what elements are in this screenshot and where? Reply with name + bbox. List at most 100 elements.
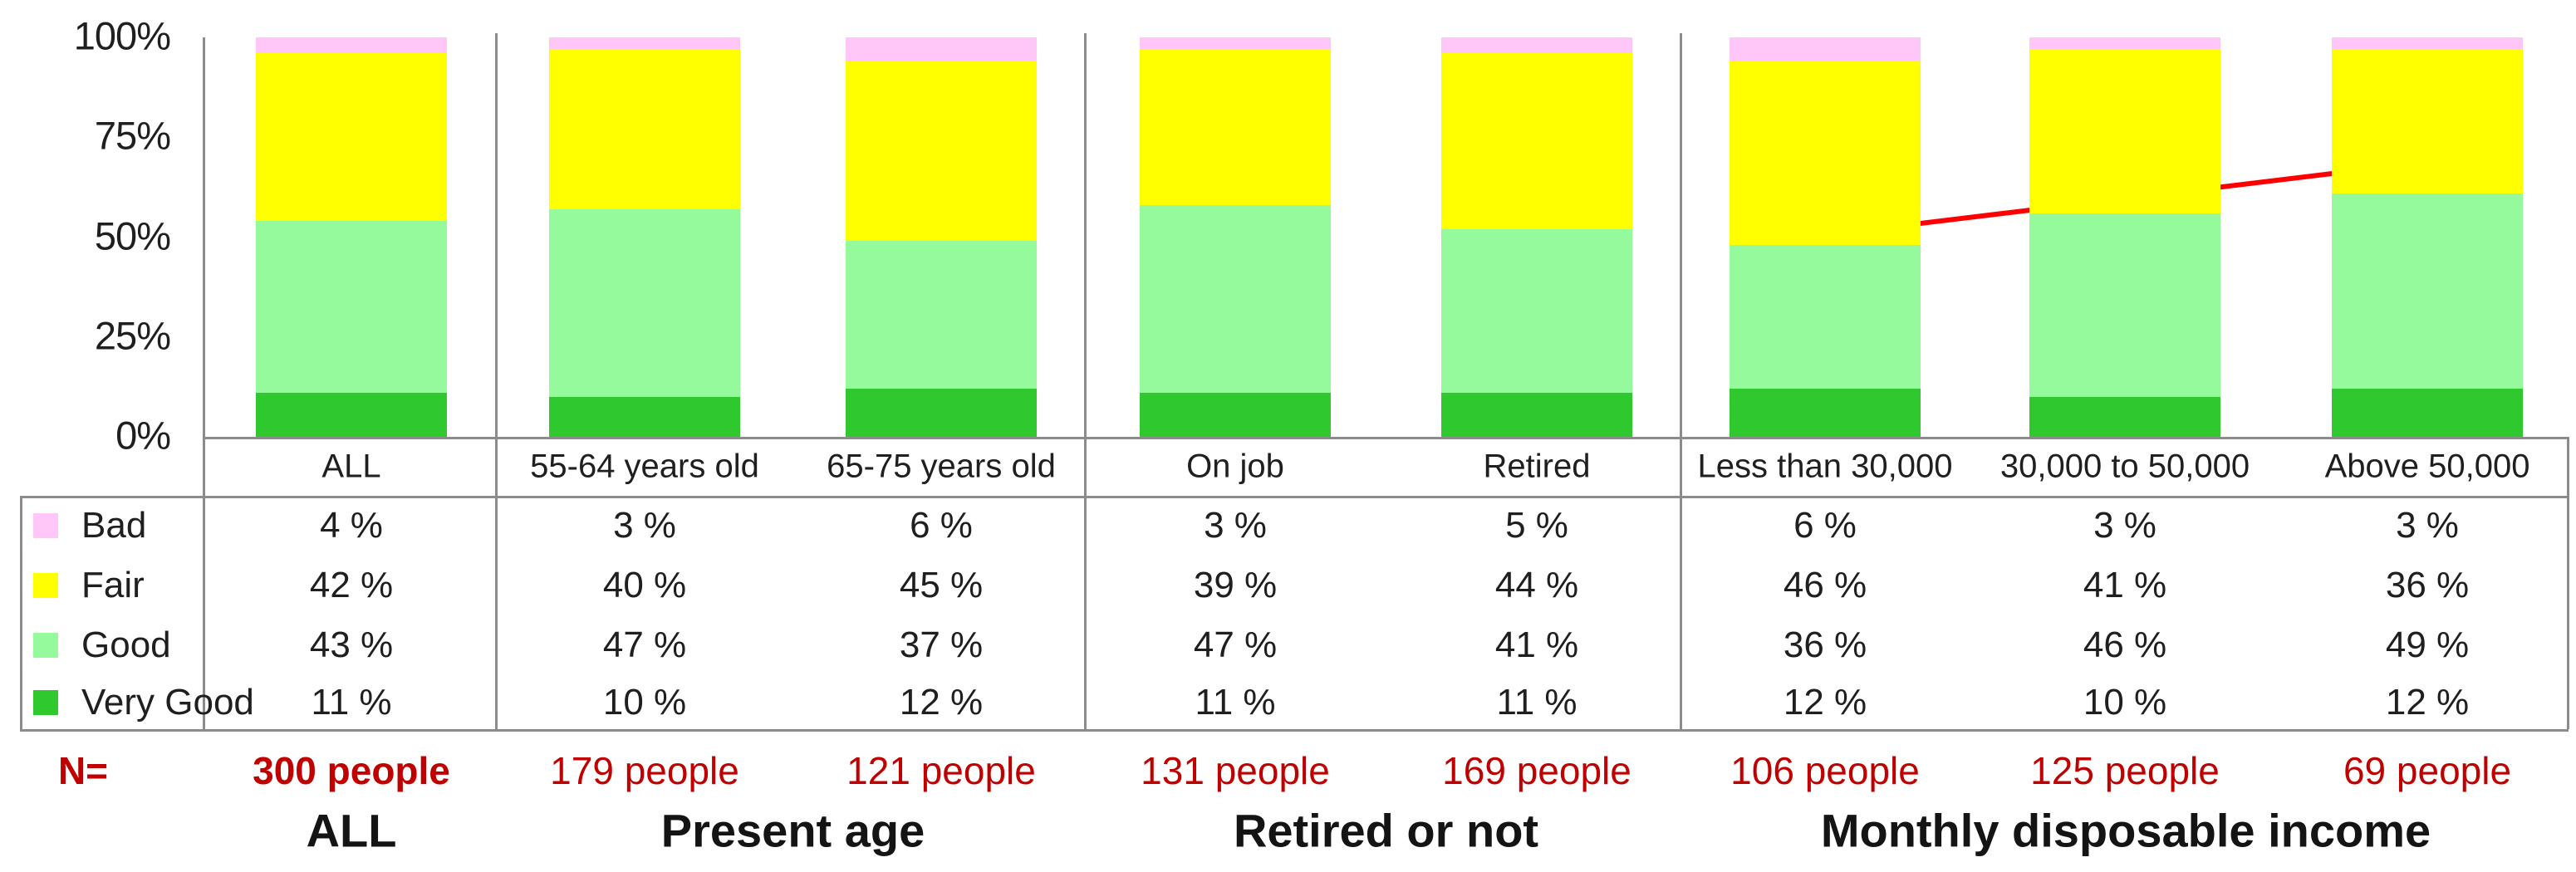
bar-segment-very-good-all [256, 393, 447, 437]
bar-segment-good-all [256, 221, 447, 394]
table-cell-very-good-65-75-years-old: 12 % [899, 682, 984, 723]
y-axis-tick-label: 0% [115, 413, 171, 458]
table-cell-good-retired: 41 % [1494, 625, 1579, 665]
bar-segment-good-65-75-years-old [846, 241, 1037, 389]
table-cell-very-good-less-than-30-000: 12 % [1783, 682, 1867, 723]
x-axis-baseline [203, 437, 2569, 439]
y-axis-line [203, 37, 205, 729]
bar-segment-very-good-less-than-30-000 [1730, 389, 1921, 437]
y-axis-tick-label: 75% [94, 113, 171, 158]
n-row-label: N= [57, 749, 109, 792]
bar-segment-fair-30-000-to-50-000 [2029, 49, 2220, 213]
column-header-retired: Retired [1483, 448, 1591, 485]
table-cell-good-55-64-years-old: 47 % [602, 625, 687, 665]
legend-swatch-very-good [33, 690, 58, 715]
bar-segment-very-good-65-75-years-old [846, 389, 1037, 437]
table-cell-very-good-55-64-years-old: 10 % [602, 682, 687, 723]
table-cell-good-above-50-000: 49 % [2385, 625, 2470, 665]
bar-segment-fair-55-64-years-old [549, 49, 740, 209]
table-cell-good-less-than-30-000: 36 % [1783, 625, 1867, 665]
bar-segment-bad-65-75-years-old [846, 37, 1037, 61]
n-row-value-65-75-years-old: 121 people [846, 749, 1036, 792]
bar-segment-very-good-55-64-years-old [549, 396, 740, 437]
bar-segment-good-less-than-30-000 [1730, 245, 1921, 389]
bar-segment-fair-above-50-000 [2332, 49, 2523, 194]
legend-label-fair: Fair [81, 565, 145, 605]
legend-label-bad: Bad [81, 505, 147, 546]
bar-segment-bad-less-than-30-000 [1730, 37, 1921, 61]
table-cell-fair-retired: 44 % [1494, 565, 1579, 605]
bar-segment-good-55-64-years-old [549, 208, 740, 397]
legend-swatch-good [33, 633, 58, 658]
table-cell-very-good-30-000-to-50-000: 10 % [2083, 682, 2167, 723]
bar-segment-fair-all [256, 53, 447, 222]
group-label-all: ALL [306, 804, 397, 857]
group-label-retired-or-not: Retired or not [1233, 804, 1539, 857]
table-cell-very-good-retired: 11 % [1496, 682, 1577, 723]
table-cell-fair-65-75-years-old: 45 % [899, 565, 984, 605]
bar-segment-bad-30-000-to-50-000 [2029, 37, 2220, 50]
bar-segment-fair-less-than-30-000 [1730, 61, 1921, 246]
n-row-value-less-than-30-000: 106 people [1730, 749, 1920, 792]
n-row-value-retired: 169 people [1442, 749, 1631, 792]
n-row-value-30-000-to-50-000: 125 people [2030, 749, 2220, 792]
bar-segment-good-on-job [1140, 205, 1331, 394]
n-row-value-on-job: 131 people [1141, 749, 1330, 792]
table-cell-bad-65-75-years-old: 6 % [910, 505, 973, 546]
table-cell-fair-55-64-years-old: 40 % [602, 565, 687, 605]
column-header-55-64-years-old: 55-64 years old [530, 448, 759, 485]
table-cell-bad-30-000-to-50-000: 3 % [2093, 505, 2156, 546]
table-cell-fair-30-000-to-50-000: 41 % [2083, 565, 2167, 605]
bar-segment-bad-retired [1441, 37, 1632, 54]
y-axis-tick-label: 25% [94, 313, 171, 358]
group-divider-line-3 [1680, 33, 1682, 729]
n-row-value-above-50-000: 69 people [2343, 749, 2512, 792]
table-cell-bad-55-64-years-old: 3 % [613, 505, 676, 546]
n-row-value-all: 300 people [253, 749, 450, 792]
bar-segment-fair-65-75-years-old [846, 61, 1037, 242]
bar-segment-very-good-retired [1441, 393, 1632, 437]
column-header-65-75-years-old: 65-75 years old [827, 448, 1056, 485]
bar-segment-bad-55-64-years-old [549, 37, 740, 50]
table-bottom-border [20, 729, 2569, 732]
table-cell-bad-retired: 5 % [1505, 505, 1568, 546]
legend-label-good: Good [81, 625, 171, 665]
bar-segment-very-good-above-50-000 [2332, 389, 2523, 437]
column-header-30-000-to-50-000: 30,000 to 50,000 [1999, 448, 2250, 485]
group-label-monthly-disposable-income: Monthly disposable income [1820, 804, 2431, 857]
table-cell-bad-less-than-30-000: 6 % [1793, 505, 1857, 546]
table-cell-very-good-above-50-000: 12 % [2385, 682, 2470, 723]
table-cell-bad-all: 4 % [320, 505, 383, 546]
bar-segment-good-above-50-000 [2332, 193, 2523, 389]
column-header-less-than-30-000: Less than 30,000 [1697, 448, 1953, 485]
bar-segment-bad-on-job [1140, 37, 1331, 50]
y-axis-tick-label: 50% [94, 213, 171, 257]
group-divider-line-2 [1084, 33, 1087, 729]
table-cell-fair-above-50-000: 36 % [2385, 565, 2470, 605]
table-top-border [20, 496, 2569, 498]
table-right-border [2567, 437, 2569, 729]
table-cell-good-65-75-years-old: 37 % [899, 625, 984, 665]
group-divider-line-1 [495, 33, 498, 729]
table-cell-bad-on-job: 3 % [1204, 505, 1267, 546]
table-cell-very-good-all: 11 % [311, 682, 392, 723]
n-row-value-55-64-years-old: 179 people [550, 749, 739, 792]
table-cell-good-all: 43 % [309, 625, 394, 665]
group-label-present-age: Present age [660, 804, 925, 857]
bar-segment-bad-all [256, 37, 447, 54]
table-cell-fair-all: 42 % [309, 565, 394, 605]
table-left-border [20, 496, 22, 729]
bar-segment-good-retired [1441, 228, 1632, 394]
legend-swatch-fair [33, 573, 58, 598]
column-header-all: ALL [321, 448, 381, 485]
column-header-above-50-000: Above 50,000 [2324, 448, 2530, 485]
bar-segment-good-30-000-to-50-000 [2029, 213, 2220, 397]
legend-swatch-bad [33, 513, 58, 538]
bar-segment-fair-on-job [1140, 49, 1331, 205]
table-cell-bad-above-50-000: 3 % [2396, 505, 2459, 546]
table-cell-good-on-job: 47 % [1193, 625, 1278, 665]
bar-segment-bad-above-50-000 [2332, 37, 2523, 50]
y-axis-tick-label: 100% [73, 13, 171, 58]
table-cell-fair-less-than-30-000: 46 % [1783, 565, 1867, 605]
